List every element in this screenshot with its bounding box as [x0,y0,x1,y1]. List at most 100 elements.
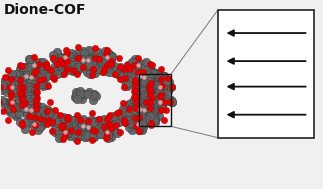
Point [86,66,91,69]
Point [36,81,42,84]
Point [72,58,78,61]
Point [78,131,83,134]
Point [62,56,67,59]
Point [31,75,36,78]
Point [140,98,145,101]
Point [165,77,170,80]
Point [158,108,163,111]
Point [26,78,32,81]
Point [66,117,71,120]
Point [63,49,68,52]
Point [169,100,174,103]
Point [92,64,98,67]
Point [46,116,51,119]
Point [91,127,97,130]
Point [133,77,138,81]
Point [75,62,80,65]
Point [137,108,142,111]
Point [93,56,98,59]
Point [68,55,73,58]
Point [16,81,22,84]
Point [114,118,119,121]
Point [75,113,80,116]
Point [18,63,23,66]
Point [67,54,72,57]
Point [48,69,53,72]
Point [34,68,39,71]
Point [89,121,95,124]
Point [122,119,127,122]
Point [106,53,111,56]
Point [93,55,98,58]
Point [77,131,82,134]
Point [92,65,97,68]
Point [142,76,147,79]
Point [96,60,101,63]
Point [78,133,84,136]
Point [89,73,95,76]
Point [162,97,167,100]
Point [162,119,167,122]
Point [23,106,28,109]
Point [78,128,83,131]
Point [166,81,172,84]
Point [107,70,112,74]
Point [124,70,130,73]
Point [27,97,32,100]
Point [8,102,14,105]
Point [83,120,88,123]
Point [36,124,41,127]
Point [33,110,38,113]
Point [142,105,148,108]
Point [102,124,107,127]
Point [159,106,164,109]
Point [105,56,110,59]
Point [15,81,20,84]
Point [8,78,14,81]
Point [112,72,118,75]
Point [15,105,20,108]
Point [31,92,36,95]
Point [101,117,107,120]
Point [46,108,51,112]
Point [52,69,57,72]
Point [132,88,137,91]
Point [52,128,57,131]
Point [63,62,68,65]
Point [57,61,62,64]
Point [107,63,112,66]
Point [134,105,139,108]
Point [93,60,99,63]
Point [108,122,113,125]
Point [90,134,95,137]
Point [33,94,38,97]
Point [141,113,146,116]
Point [134,70,139,74]
Point [106,127,111,130]
Point [81,64,86,67]
Point [8,81,14,84]
Point [98,65,103,68]
Point [142,72,147,75]
Point [84,62,89,65]
Point [134,92,139,95]
Point [147,68,152,71]
Point [128,69,133,72]
Point [70,55,75,58]
Point [17,91,23,94]
Point [130,65,135,68]
Point [78,95,83,98]
Point [162,74,167,77]
Point [33,103,38,106]
Point [122,117,128,120]
Point [15,102,20,105]
Point [102,50,107,53]
Point [136,57,141,60]
Point [131,63,137,66]
Point [35,67,40,70]
Point [21,79,26,82]
Point [128,71,133,74]
Point [32,56,37,59]
Point [12,104,17,107]
Point [107,114,112,117]
